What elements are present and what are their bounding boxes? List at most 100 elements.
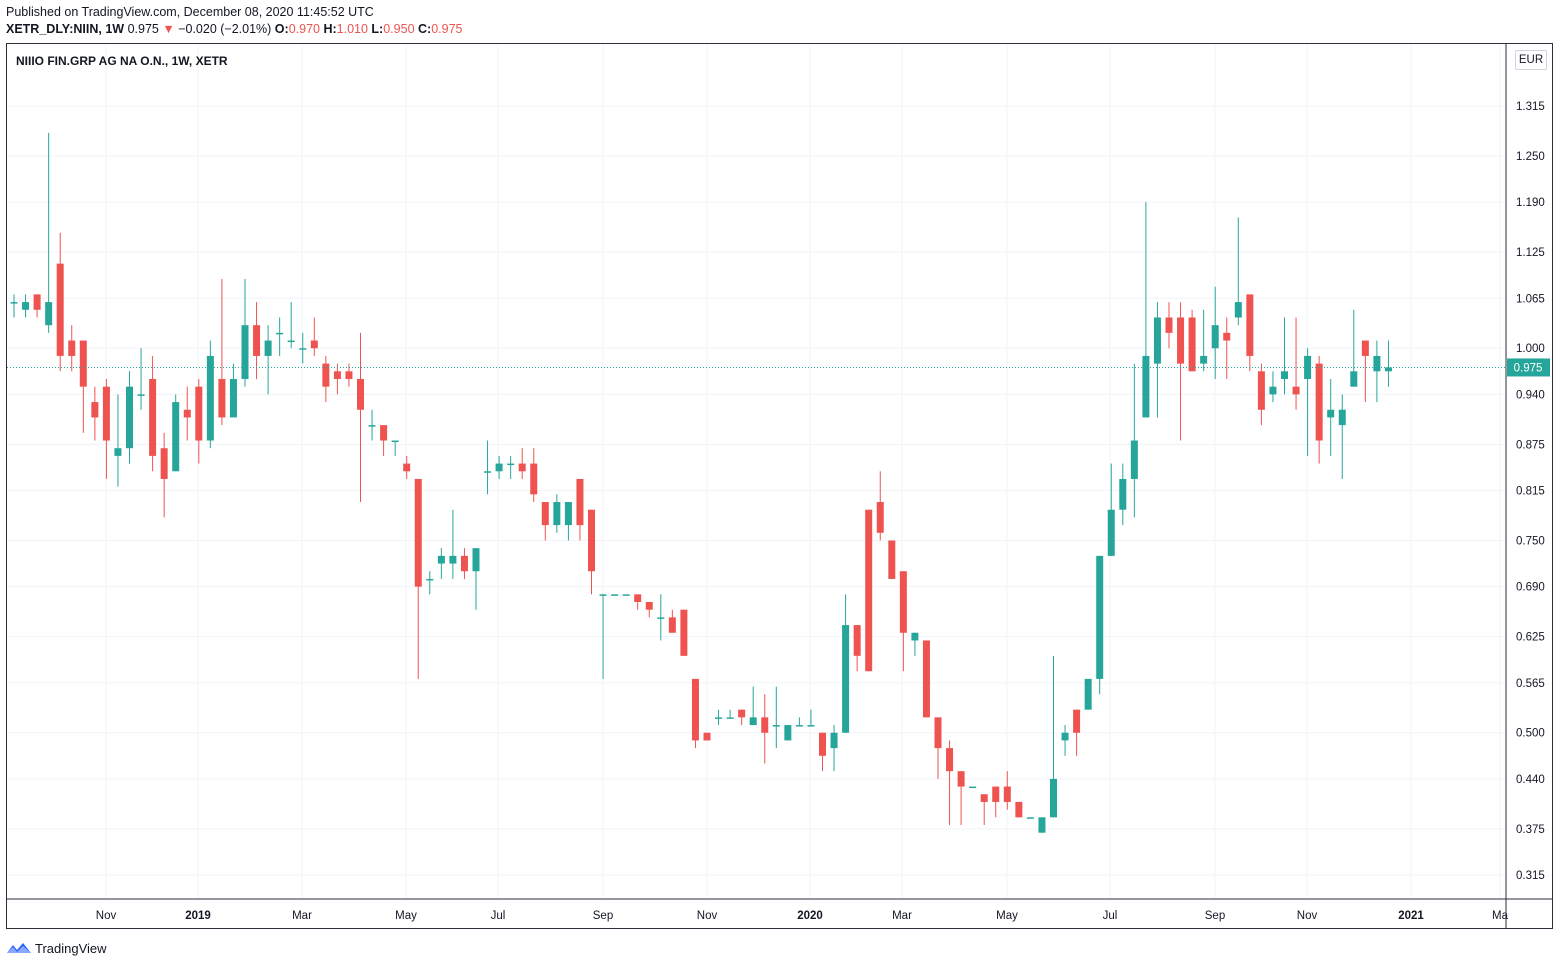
candle-body (345, 371, 353, 379)
candle (1038, 817, 1046, 833)
candle-body (691, 678, 699, 741)
candle (865, 509, 873, 672)
price-change: −0.020 (−2.01%) (178, 22, 272, 36)
candle (588, 509, 595, 595)
candle-body (437, 555, 445, 564)
candle (1304, 348, 1312, 456)
candle (218, 279, 226, 426)
candle-body (1177, 317, 1185, 364)
candle (1269, 371, 1277, 403)
candle-body (368, 425, 376, 427)
candle (553, 494, 561, 533)
candle-body (865, 509, 873, 672)
candle-body (472, 548, 480, 572)
candle (126, 371, 133, 464)
candle-body (241, 325, 249, 379)
close-label: C: (418, 22, 432, 36)
candle (1119, 463, 1127, 526)
candle (1153, 302, 1161, 418)
ohlc-legend: XETR_DLY:NIIN, 1W 0.975 ▼ −0.020 (−2.01%… (6, 22, 462, 36)
x-tick-label: 2019 (185, 910, 211, 922)
candle (1050, 655, 1057, 818)
candle-body (957, 771, 965, 787)
high-value: 1.010 (336, 22, 368, 36)
x-tick-label: Nov (1297, 910, 1318, 922)
candle (1292, 317, 1300, 410)
candle-body (1188, 317, 1196, 372)
candle (322, 355, 330, 403)
candle (807, 709, 815, 727)
x-tick-label: Mar (292, 910, 312, 922)
candle-body (1003, 786, 1011, 802)
candle-body (414, 478, 422, 587)
candle (206, 340, 214, 449)
candle (33, 294, 41, 318)
candle-body (992, 786, 1000, 802)
candle (437, 548, 445, 579)
candle (564, 502, 572, 541)
candle (253, 302, 261, 379)
candle-body (91, 402, 99, 418)
last-price: 0.975 (127, 22, 159, 36)
candle-body (1223, 332, 1231, 341)
candle (772, 686, 780, 749)
candle-body (287, 340, 295, 343)
x-tick-label: Nov (697, 910, 718, 922)
candle (1015, 801, 1023, 818)
candle (934, 717, 942, 779)
x-tick-label: Mar (892, 910, 912, 922)
candle (276, 317, 284, 356)
candle (645, 602, 653, 618)
footer-brand-text: TradingView (35, 940, 107, 956)
candle (172, 394, 180, 472)
candle-body (1038, 817, 1046, 833)
currency-button[interactable]: EUR (1515, 50, 1547, 70)
candle-body (1073, 709, 1081, 733)
candle (830, 725, 838, 772)
candle-body (126, 386, 133, 449)
candle (68, 325, 76, 372)
candle (611, 594, 619, 596)
candle (264, 325, 272, 395)
y-tick-label: 0.875 (1516, 439, 1545, 451)
candle-body (56, 263, 64, 356)
candle (380, 425, 388, 456)
close-value: 0.975 (431, 22, 463, 36)
candle (1234, 217, 1242, 326)
candle-body (876, 502, 884, 533)
candle-body (657, 617, 665, 619)
candle (1107, 463, 1115, 556)
candle-body (888, 540, 896, 579)
x-tick-label: May (395, 910, 417, 922)
candle (507, 455, 515, 479)
candle (1327, 378, 1335, 456)
candle (1073, 709, 1081, 756)
candle (1211, 286, 1219, 379)
candle-body (160, 448, 168, 479)
candle (1200, 309, 1208, 372)
candle-body (911, 632, 919, 641)
candle-body (333, 371, 341, 379)
candle-body (22, 302, 30, 310)
candle-body (668, 617, 676, 633)
candle (149, 355, 157, 472)
y-tick-label: 0.940 (1516, 389, 1545, 401)
candle-body (1292, 386, 1300, 395)
x-tick-label: Sep (593, 910, 613, 922)
y-tick-label: 1.250 (1516, 151, 1545, 163)
y-tick-label: 1.190 (1516, 197, 1545, 209)
candle-body (1257, 371, 1265, 410)
candle (1084, 678, 1092, 710)
candle-body (703, 732, 711, 741)
candle (102, 378, 110, 479)
candle (114, 394, 122, 487)
candle-body (33, 294, 41, 310)
candle (137, 348, 145, 410)
y-tick-label: 0.500 (1516, 728, 1545, 740)
candle (1177, 302, 1185, 441)
candle-body (218, 378, 226, 418)
footer-brand[interactable]: TradingView (6, 938, 107, 958)
candle-body (819, 732, 826, 756)
candle (79, 340, 87, 433)
